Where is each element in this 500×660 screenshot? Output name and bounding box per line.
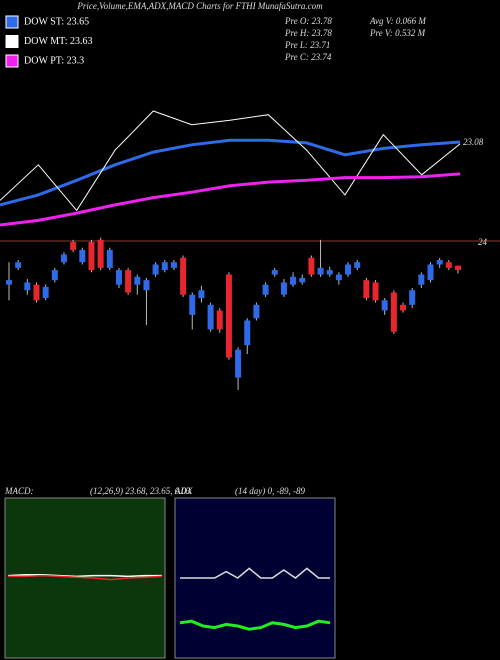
candle-body <box>161 262 168 271</box>
legend-swatch <box>5 15 19 29</box>
info-text: Avg V: 0.066 M <box>369 16 426 26</box>
legend-swatch <box>5 35 19 48</box>
candle-body <box>143 280 150 291</box>
panel-label: MACD: <box>4 486 34 496</box>
candle-body <box>152 264 159 275</box>
series-line <box>179 619 331 631</box>
legend-swatch <box>5 54 19 68</box>
candle-body <box>60 254 67 263</box>
info-text: Pre C: 23.74 <box>284 52 332 62</box>
annotation: 23.08 <box>463 137 484 147</box>
candle-body <box>400 304 407 311</box>
candle-body <box>207 304 214 330</box>
y-tick-label: 24 <box>478 237 488 247</box>
info-text: Pre V: 0.532 M <box>369 28 426 38</box>
candle-body <box>15 262 22 268</box>
candle-body <box>115 270 122 285</box>
series-line <box>7 574 162 578</box>
panel-label: ADX <box>174 486 193 496</box>
candle-body <box>381 300 388 311</box>
candle-body <box>445 262 452 268</box>
legend-entry: DOW PT: 23.3 <box>24 55 84 66</box>
candle-body <box>290 276 297 285</box>
candle-body <box>436 260 443 265</box>
candle-body <box>33 284 40 301</box>
candle-body <box>308 257 315 275</box>
candle-body <box>418 274 425 285</box>
candle-body <box>345 264 352 275</box>
legend-entry: DOW MT: 23.63 <box>24 36 92 47</box>
candle-body <box>225 274 232 358</box>
candle-body <box>6 280 12 285</box>
candle-body <box>455 265 461 271</box>
candle-body <box>244 320 251 346</box>
candle-body <box>79 249 86 263</box>
candle-body <box>42 286 49 299</box>
candle-body <box>189 294 196 315</box>
candle-body <box>354 262 361 268</box>
candle-body <box>88 242 95 271</box>
candle-body <box>51 270 58 281</box>
candle-body <box>271 270 278 275</box>
candle-body <box>335 274 342 281</box>
candle-body <box>198 290 205 299</box>
info-text: Pre O: 23.78 <box>284 16 332 26</box>
candle-body <box>216 310 223 330</box>
candle-body <box>262 284 269 295</box>
candle-body <box>134 276 141 285</box>
candle-body <box>97 239 104 268</box>
info-text: Pre L: 23.71 <box>284 40 330 50</box>
series-line <box>0 138 461 207</box>
candle-body <box>235 349 242 378</box>
candle-body <box>326 270 333 275</box>
candle-body <box>317 267 324 275</box>
candle-body <box>180 257 187 295</box>
candle-body <box>24 282 31 291</box>
candle-body <box>125 270 132 293</box>
series-line <box>0 110 461 212</box>
series-line <box>180 567 330 579</box>
chart-title: Price,Volume,EMA,ADX,MACD Charts for FTH… <box>76 1 323 11</box>
candle-body <box>390 292 397 332</box>
candle-body <box>70 242 77 250</box>
candle-body <box>253 304 260 319</box>
candle-body <box>363 280 370 299</box>
series-line <box>8 574 163 581</box>
panel-params: (14 day) 0, -89, -89 <box>235 486 305 496</box>
series-line <box>0 172 461 227</box>
legend-entry: DOW ST: 23.65 <box>24 16 89 27</box>
candle-body <box>170 262 177 268</box>
candle-body <box>409 290 416 305</box>
info-text: Pre H: 23.78 <box>284 28 332 38</box>
candle-body <box>372 282 379 301</box>
panel-params: (12,26,9) 23.68, 23.65, 0.03 <box>90 486 191 496</box>
candle-body <box>427 264 434 281</box>
candle-body <box>299 277 306 283</box>
candle-body <box>280 282 287 295</box>
candle-body <box>106 249 113 268</box>
